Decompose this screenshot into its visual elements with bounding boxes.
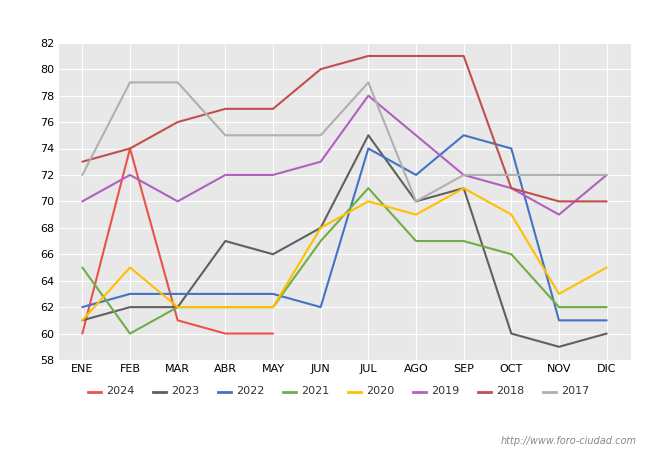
Text: http://www.foro-ciudad.com: http://www.foro-ciudad.com bbox=[501, 436, 637, 446]
Text: 2022: 2022 bbox=[236, 387, 265, 396]
Text: 2017: 2017 bbox=[561, 387, 589, 396]
Text: Afiliados en Talaveruela de la Vera a 31/5/2024: Afiliados en Talaveruela de la Vera a 31… bbox=[136, 12, 514, 27]
Text: 2024: 2024 bbox=[106, 387, 135, 396]
Text: 2019: 2019 bbox=[431, 387, 459, 396]
Text: 2018: 2018 bbox=[496, 387, 524, 396]
Text: 2020: 2020 bbox=[366, 387, 394, 396]
Text: 2023: 2023 bbox=[171, 387, 199, 396]
Text: 2021: 2021 bbox=[301, 387, 329, 396]
